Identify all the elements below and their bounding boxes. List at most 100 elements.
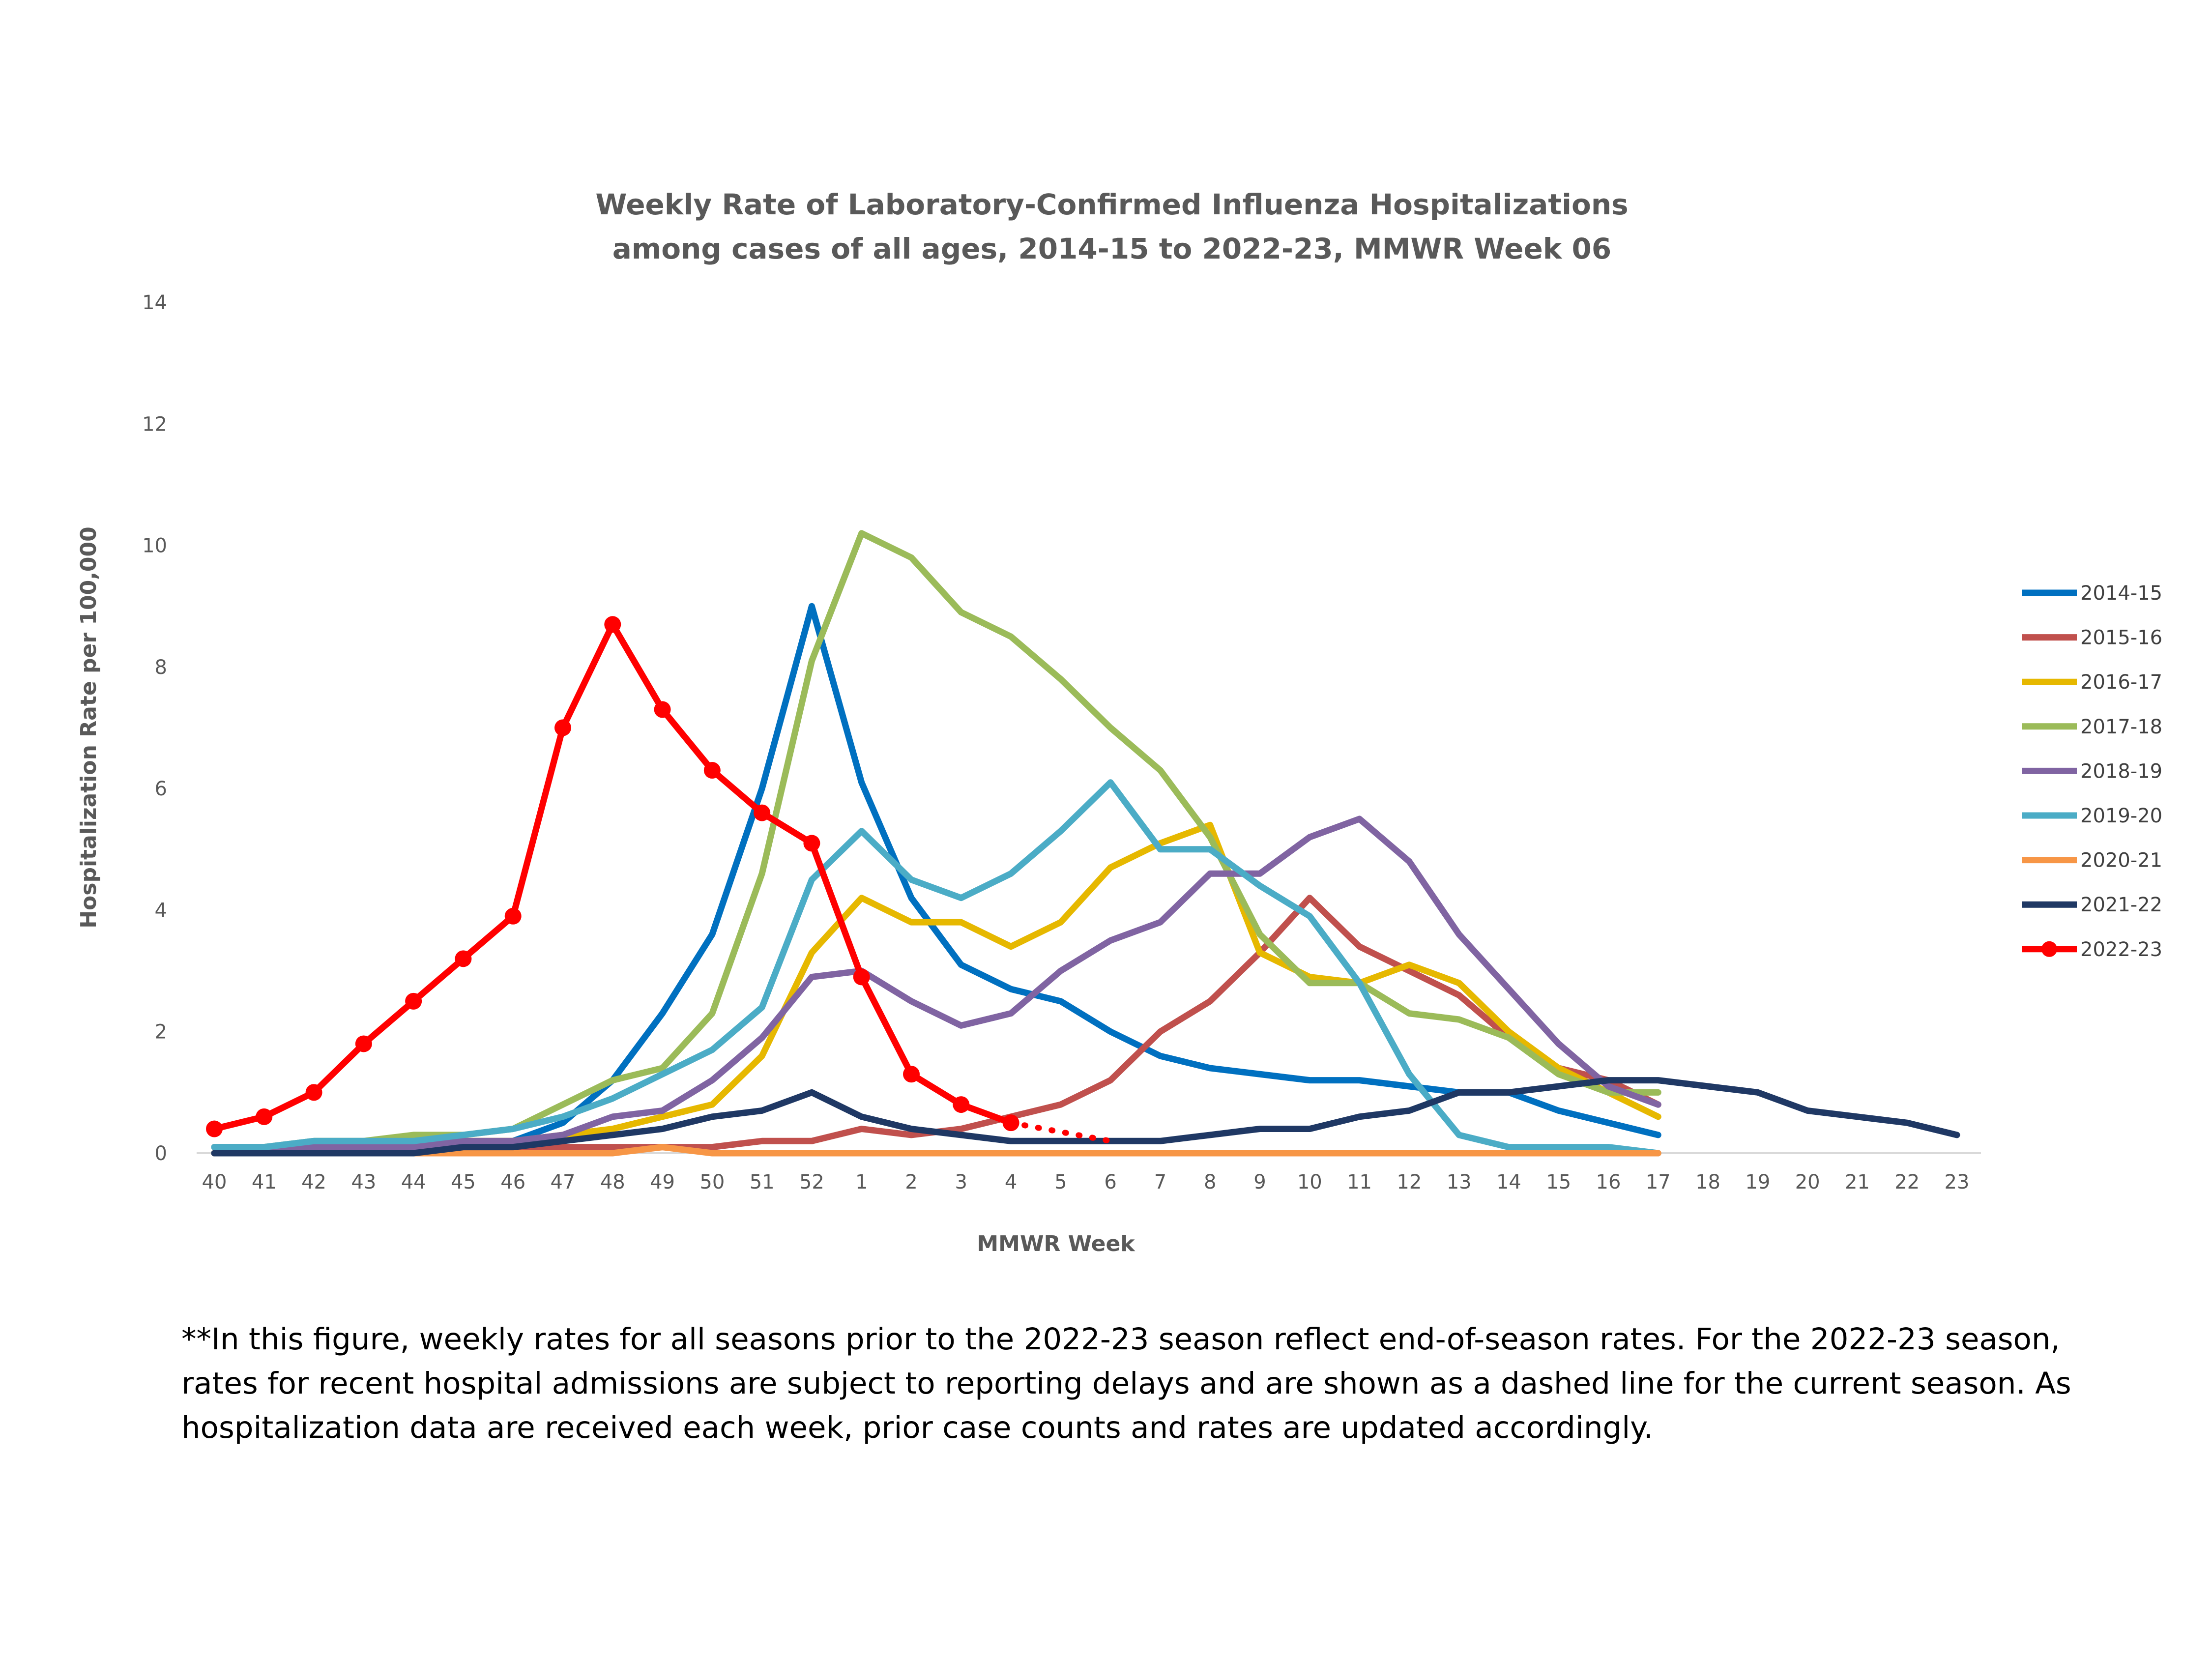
x-tick-label: 19 xyxy=(1745,1171,1770,1193)
series-line xyxy=(211,815,1661,1157)
x-tick-label: 4 xyxy=(1005,1171,1017,1193)
y-tick-label: 8 xyxy=(155,656,167,679)
y-tick-label: 0 xyxy=(155,1142,167,1165)
data-point xyxy=(903,1066,920,1083)
x-tick-label: 10 xyxy=(1297,1171,1322,1193)
x-tick-label: 5 xyxy=(1054,1171,1067,1193)
x-tick-label: 15 xyxy=(1546,1171,1571,1193)
x-tick-label: 23 xyxy=(1945,1171,1970,1193)
series-2021-22 xyxy=(211,1077,1960,1157)
series-line xyxy=(211,779,1661,1157)
legend-item: 2017-18 xyxy=(2022,716,2162,738)
series-2020-21 xyxy=(211,1144,1661,1157)
legend-item: 2021-22 xyxy=(2022,894,2162,916)
y-tick-label: 12 xyxy=(142,413,167,436)
series-2018-19 xyxy=(211,815,1661,1157)
series-dashed-line xyxy=(1008,1120,1114,1144)
x-tick-label: 11 xyxy=(1347,1171,1372,1193)
x-tick-label: 18 xyxy=(1695,1171,1720,1193)
legend-label: 2014-15 xyxy=(2080,582,2162,605)
legend-marker xyxy=(2041,941,2057,957)
data-point xyxy=(1002,1114,1019,1132)
x-tick-label: 40 xyxy=(202,1171,227,1193)
series-line xyxy=(211,603,1661,1157)
x-tick-label: 9 xyxy=(1253,1171,1266,1193)
series-2014-15 xyxy=(211,603,1661,1157)
legend-item: 2018-19 xyxy=(2022,760,2162,783)
x-tick-label: 17 xyxy=(1646,1171,1671,1193)
data-point xyxy=(754,804,771,821)
x-tick-label: 46 xyxy=(500,1171,525,1193)
legend-label: 2021-22 xyxy=(2080,894,2162,916)
x-tick-label: 3 xyxy=(955,1171,967,1193)
y-axis-label: Hospitalization Rate per 100,000 xyxy=(76,526,101,929)
series-line xyxy=(211,530,1661,1151)
data-point xyxy=(305,1084,322,1101)
x-tick-label: 44 xyxy=(401,1171,426,1193)
x-tick-label: 51 xyxy=(750,1171,775,1193)
x-tick-label: 12 xyxy=(1397,1171,1422,1193)
x-tick-label: 16 xyxy=(1596,1171,1621,1193)
x-tick-label: 42 xyxy=(301,1171,326,1193)
legend-item: 2020-21 xyxy=(2022,849,2162,872)
x-tick-label: 22 xyxy=(1894,1171,1920,1193)
series-line xyxy=(211,1077,1960,1157)
y-tick-label: 2 xyxy=(155,1021,167,1044)
y-tick-label: 10 xyxy=(142,535,167,557)
data-point xyxy=(206,1120,223,1137)
legend-label: 2018-19 xyxy=(2080,760,2162,783)
x-tick-label: 50 xyxy=(699,1171,725,1193)
x-tick-label: 21 xyxy=(1845,1171,1870,1193)
data-point xyxy=(803,835,820,852)
footnote: **In this figure, weekly rates for all s… xyxy=(181,1322,2071,1445)
y-tick-label: 4 xyxy=(155,899,167,922)
data-point xyxy=(604,616,621,633)
data-point xyxy=(504,907,522,925)
data-point xyxy=(355,1035,372,1052)
x-tick-label: 1 xyxy=(855,1171,868,1193)
series-line xyxy=(211,621,1015,1133)
x-tick-label: 45 xyxy=(451,1171,476,1193)
legend-label: 2016-17 xyxy=(2080,671,2162,694)
data-point xyxy=(405,992,422,1010)
y-tick-label: 6 xyxy=(155,778,167,800)
data-point xyxy=(654,701,671,718)
x-tick-label: 47 xyxy=(551,1171,576,1193)
x-axis-label: MMWR Week xyxy=(977,1231,1135,1256)
x-tick-label: 52 xyxy=(799,1171,824,1193)
legend-item: 2016-17 xyxy=(2022,671,2162,694)
legend-label: 2019-20 xyxy=(2080,805,2162,827)
legend-item: 2022-23 xyxy=(2022,938,2162,961)
data-point xyxy=(953,1096,970,1113)
x-tick-label: 49 xyxy=(650,1171,675,1193)
legend-label: 2022-23 xyxy=(2080,938,2162,961)
legend-item: 2015-16 xyxy=(2022,627,2162,649)
x-tick-label: 6 xyxy=(1104,1171,1116,1193)
x-tick-label: 13 xyxy=(1447,1171,1472,1193)
y-tick-label: 14 xyxy=(142,291,167,314)
data-point xyxy=(455,950,472,967)
data-point xyxy=(703,762,721,779)
x-tick-label: 41 xyxy=(252,1171,277,1193)
chart-title-line-2: among cases of all ages, 2014-15 to 2022… xyxy=(612,232,1612,265)
x-tick-label: 8 xyxy=(1204,1171,1216,1193)
legend-label: 2015-16 xyxy=(2080,627,2162,649)
chart-title-line-1: Weekly Rate of Laboratory-Confirmed Infl… xyxy=(595,188,1628,221)
series-2022-23 xyxy=(206,616,1114,1144)
legend-label: 2017-18 xyxy=(2080,716,2162,738)
series-2019-20 xyxy=(211,779,1661,1157)
series-line xyxy=(211,1144,1661,1157)
series-2017-18 xyxy=(211,530,1661,1151)
legend-item: 2014-15 xyxy=(2022,582,2162,605)
data-point xyxy=(853,968,870,986)
x-tick-label: 43 xyxy=(351,1171,376,1193)
x-tick-label: 14 xyxy=(1496,1171,1521,1193)
x-tick-label: 7 xyxy=(1154,1171,1166,1193)
x-tick-label: 48 xyxy=(600,1171,625,1193)
data-point xyxy=(554,719,571,736)
data-point xyxy=(256,1108,273,1125)
x-tick-label: 20 xyxy=(1795,1171,1820,1193)
legend-label: 2020-21 xyxy=(2080,849,2162,872)
